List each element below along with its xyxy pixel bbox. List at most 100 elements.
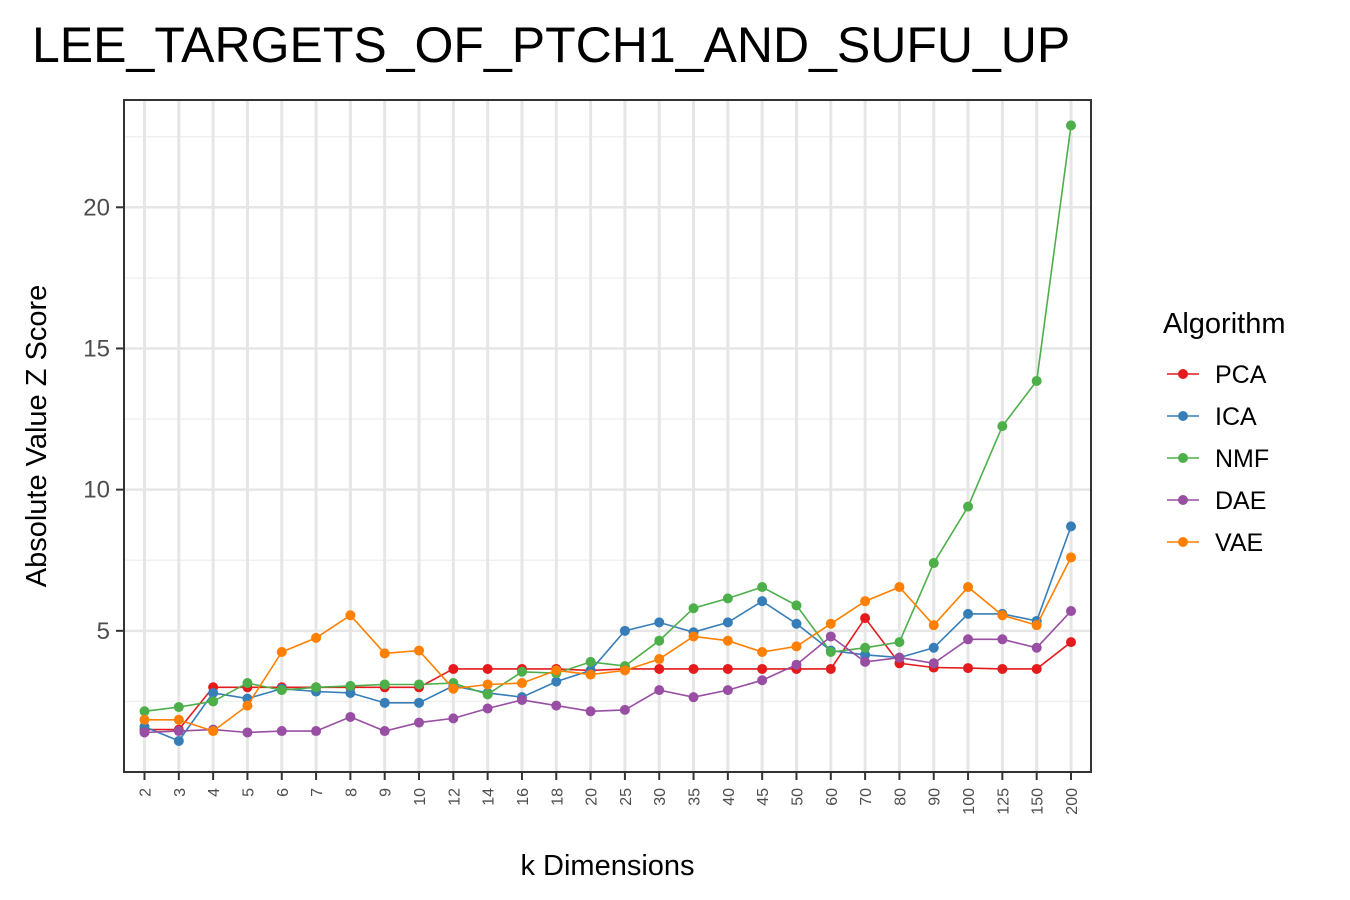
series-line [144,616,1072,731]
data-point [860,656,871,667]
y-tick-label: 10 [83,477,110,504]
data-point [825,663,836,674]
legend-label: VAE [1215,529,1263,557]
data-point [242,727,253,738]
data-point [722,593,733,604]
legend: Algorithm PCA ICA NMF DAE VAE [1163,308,1286,557]
x-tick-label: 100 [961,788,978,815]
minor-gridlines [124,135,1091,703]
x-tick-label: 8 [343,788,360,797]
x-axis-title: k Dimensions [520,850,694,882]
series-ica [139,521,1076,746]
x-tick-label: 9 [378,788,395,797]
data-point [1066,521,1076,532]
x-tick-label: 30 [652,788,669,806]
series-line [144,557,1072,732]
legend-label: ICA [1215,403,1257,431]
data-point [208,687,219,698]
data-point [688,631,699,642]
legend-item: VAE [1167,529,1263,557]
x-tick-label: 60 [824,788,841,806]
legend-key-point [1178,537,1188,547]
x-tick-label: 18 [549,788,566,806]
data-point [551,665,562,676]
x-tick-label: 35 [687,788,704,806]
data-point [619,665,630,676]
data-point [516,666,527,677]
y-tick-label: 20 [83,194,110,221]
x-tick-label: 7 [309,788,326,797]
x-tick-label: 80 [892,788,909,806]
data-point [311,682,322,693]
data-point [963,582,974,593]
data-point [688,692,699,703]
data-point [173,726,184,737]
series-layer [139,120,1076,746]
data-point [963,501,974,512]
data-point [448,683,459,694]
data-point [894,637,905,648]
x-tick-label: 4 [206,788,223,797]
x-tick-label: 20 [584,788,601,806]
y-tick-label: 15 [83,335,110,362]
data-point [276,685,287,696]
data-point [928,658,939,669]
data-point [414,679,425,690]
data-point [722,663,733,674]
x-tick-label: 150 [1030,788,1047,815]
x-tick-label: 3 [172,788,189,797]
data-point [379,697,390,708]
data-point [757,675,768,686]
data-point [963,608,974,619]
data-point [860,596,871,607]
data-point [654,617,665,628]
data-point [722,685,733,696]
data-point [997,663,1008,674]
data-point [997,634,1008,645]
data-point [345,680,356,691]
data-point [791,641,802,652]
data-point [928,620,939,631]
data-point [688,663,699,674]
series-dae [139,606,1076,738]
data-point [654,685,665,696]
chart-title: LEE_TARGETS_OF_PTCH1_AND_SUFU_UP [32,17,1070,73]
data-point [345,687,356,698]
data-point [791,618,802,629]
data-point [654,663,665,674]
data-point [516,695,527,705]
data-point [276,726,287,737]
data-point [997,610,1008,621]
plot-panel [123,99,1092,773]
data-point [276,647,287,657]
data-point [139,727,150,738]
series-line [144,526,1072,742]
series-line [144,125,1072,713]
legend-item: DAE [1167,487,1266,515]
data-point [585,706,596,717]
data-point [928,642,939,653]
data-point [1066,552,1076,563]
legend-title: Algorithm [1163,308,1286,340]
data-point [1031,620,1042,631]
data-point [551,676,562,687]
data-point [585,669,596,680]
x-tick-label: 40 [721,788,738,806]
data-point [242,678,253,689]
data-point [963,634,974,645]
y-tick-label: 5 [97,618,110,645]
legend-items: PCA ICA NMF DAE VAE [1167,361,1269,557]
data-point [173,735,184,746]
data-point [1066,120,1076,131]
x-tick-label: 200 [1064,788,1081,815]
series-nmf [139,120,1076,717]
legend-key-point [1178,411,1188,421]
data-point [894,582,905,593]
data-point [997,421,1008,432]
data-point [825,618,836,629]
legend-item: NMF [1167,445,1269,473]
panel-border [123,99,1092,773]
x-tick-label: 45 [755,788,772,806]
data-point [619,625,630,636]
